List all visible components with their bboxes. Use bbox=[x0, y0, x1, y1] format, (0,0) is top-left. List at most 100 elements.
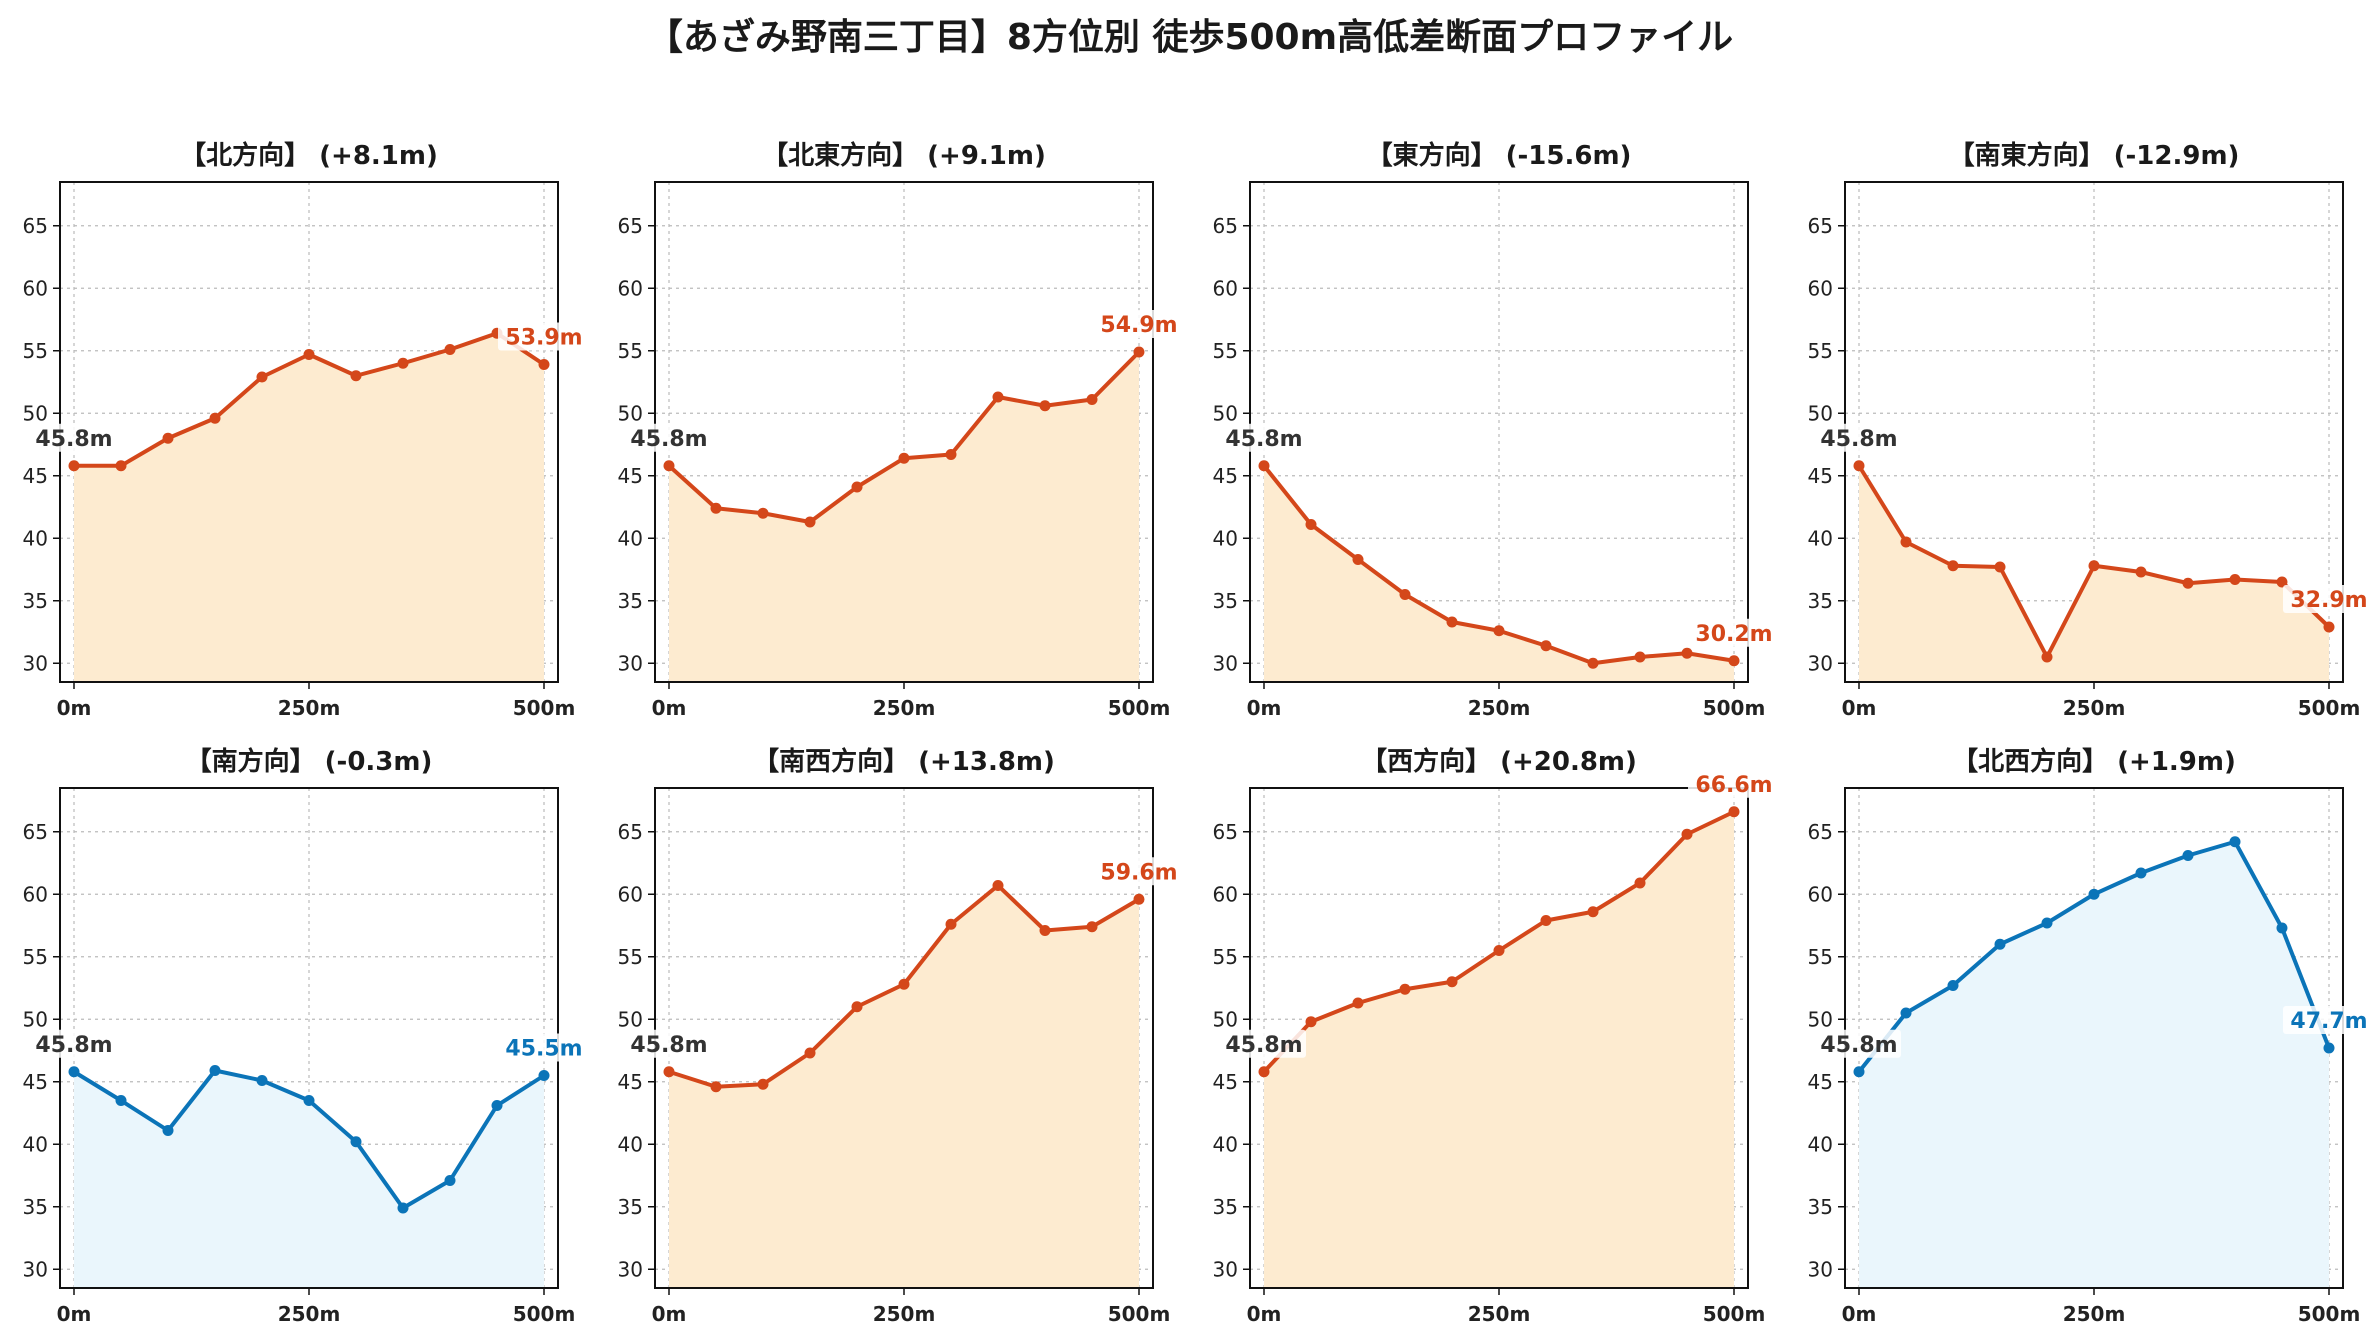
end-label-bg bbox=[498, 322, 590, 351]
end-label-bg bbox=[1093, 310, 1185, 338]
y-tick-label: 40 bbox=[1808, 526, 1833, 550]
y-tick-label: 60 bbox=[23, 882, 48, 906]
data-point bbox=[397, 1202, 409, 1214]
data-point bbox=[115, 460, 127, 472]
data-point bbox=[1947, 560, 1959, 572]
x-tick-label: 250m bbox=[278, 696, 341, 720]
x-tick-label: 250m bbox=[278, 1302, 341, 1326]
data-point bbox=[1352, 554, 1364, 565]
data-point bbox=[491, 1100, 503, 1111]
data-point bbox=[1587, 906, 1599, 918]
y-tick-label: 45 bbox=[1808, 464, 1833, 488]
end-elevation-label: 45.5m bbox=[505, 1037, 582, 1062]
area-fill bbox=[74, 333, 544, 682]
y-tick-label: 55 bbox=[618, 339, 643, 363]
data-point bbox=[2182, 577, 2194, 589]
data-point bbox=[804, 1047, 816, 1059]
data-point bbox=[2088, 560, 2100, 572]
data-point bbox=[303, 1095, 315, 1106]
end-label-bg bbox=[1688, 769, 1780, 798]
y-tick-label: 45 bbox=[23, 464, 48, 488]
data-point bbox=[757, 507, 769, 519]
y-tick-label: 40 bbox=[1808, 1132, 1833, 1156]
data-point bbox=[2135, 566, 2147, 578]
x-tick-label: 500m bbox=[1108, 1302, 1171, 1326]
chart-title: 【南西方向】 (+13.8m) bbox=[753, 746, 1055, 777]
data-point bbox=[1352, 997, 1364, 1009]
data-point bbox=[162, 1125, 174, 1136]
y-tick-label: 50 bbox=[23, 401, 48, 425]
data-point bbox=[851, 1001, 863, 1013]
data-point bbox=[1900, 536, 1912, 548]
data-point bbox=[710, 1081, 722, 1093]
data-point bbox=[2323, 621, 2335, 633]
data-point bbox=[397, 357, 409, 369]
y-tick-label: 55 bbox=[1808, 945, 1833, 969]
chart-panel-4: 【南東方向】 (-12.9m) 30 35 40 45 50 55 60 65 0m 250m 500… bbox=[1808, 140, 2375, 720]
y-tick-label: 50 bbox=[1213, 401, 1238, 425]
y-tick-label: 50 bbox=[23, 1007, 48, 1031]
x-tick-label: 0m bbox=[1842, 1302, 1877, 1326]
start-label-bg bbox=[1817, 1029, 1901, 1058]
y-tick-label: 30 bbox=[1213, 651, 1238, 675]
x-tick-label: 0m bbox=[1842, 696, 1877, 720]
chart-title: 【南方向】 (-0.3m) bbox=[186, 746, 433, 777]
data-point bbox=[1133, 346, 1145, 358]
y-tick-label: 40 bbox=[1213, 1132, 1238, 1156]
x-tick-label: 250m bbox=[1468, 696, 1531, 720]
y-tick-label: 50 bbox=[1213, 1007, 1238, 1031]
start-elevation-label: 45.8m bbox=[35, 1033, 112, 1058]
y-tick-label: 30 bbox=[618, 1257, 643, 1281]
data-point bbox=[2135, 867, 2147, 879]
y-tick-label: 55 bbox=[23, 339, 48, 363]
y-tick-label: 35 bbox=[618, 1195, 643, 1219]
data-point bbox=[1258, 460, 1270, 472]
x-tick-label: 500m bbox=[2298, 1302, 2361, 1326]
y-tick-label: 40 bbox=[23, 526, 48, 550]
y-tick-label: 45 bbox=[1808, 1070, 1833, 1094]
x-tick-label: 250m bbox=[2063, 696, 2126, 720]
data-point bbox=[1681, 647, 1693, 659]
data-point bbox=[256, 1075, 268, 1086]
chart-panel-7: 【西方向】 (+20.8m) 30 35 40 45 50 55 60 65 0m 250m 500m… bbox=[1213, 746, 1780, 1326]
start-label-bg bbox=[1222, 1029, 1306, 1058]
y-tick-label: 50 bbox=[618, 1007, 643, 1031]
end-label-bg bbox=[498, 1033, 590, 1062]
data-point bbox=[1947, 980, 1959, 991]
start-label-bg bbox=[627, 423, 711, 452]
x-tick-label: 0m bbox=[57, 1302, 92, 1326]
y-tick-label: 50 bbox=[1808, 1007, 1833, 1031]
x-tick-label: 500m bbox=[1703, 696, 1766, 720]
x-tick-label: 0m bbox=[1247, 696, 1282, 720]
y-tick-label: 65 bbox=[618, 214, 643, 238]
data-point bbox=[115, 1095, 127, 1106]
data-point bbox=[1493, 945, 1505, 956]
data-point bbox=[1900, 1007, 1912, 1019]
data-point bbox=[68, 1066, 80, 1078]
data-point bbox=[710, 502, 722, 514]
y-tick-label: 60 bbox=[618, 276, 643, 300]
data-point bbox=[1540, 915, 1552, 926]
start-elevation-label: 45.8m bbox=[1820, 1033, 1897, 1058]
data-point bbox=[1994, 561, 2006, 573]
y-tick-label: 40 bbox=[618, 1132, 643, 1156]
y-tick-label: 35 bbox=[1213, 589, 1238, 613]
chart-title: 【北西方向】 (+1.9m) bbox=[1952, 746, 2236, 777]
data-point bbox=[2229, 836, 2241, 848]
data-point bbox=[1634, 651, 1646, 663]
end-elevation-label: 66.6m bbox=[1695, 773, 1772, 798]
chart-title: 【北方向】 (+8.1m) bbox=[180, 140, 438, 171]
start-elevation-label: 45.8m bbox=[630, 1033, 707, 1058]
chart-panel-8: 【北西方向】 (+1.9m) 30 35 40 45 50 55 60 65 0m 250m 500m… bbox=[1808, 746, 2375, 1326]
x-tick-label: 250m bbox=[873, 1302, 936, 1326]
data-point bbox=[804, 516, 816, 528]
y-tick-label: 30 bbox=[1808, 1257, 1833, 1281]
data-point bbox=[2182, 850, 2194, 861]
y-tick-label: 60 bbox=[1808, 882, 1833, 906]
area-fill bbox=[1859, 841, 2329, 1288]
y-tick-label: 55 bbox=[618, 945, 643, 969]
data-point bbox=[1086, 921, 1098, 933]
data-point bbox=[1493, 625, 1505, 637]
data-point bbox=[1994, 938, 2006, 950]
y-tick-label: 50 bbox=[1808, 401, 1833, 425]
